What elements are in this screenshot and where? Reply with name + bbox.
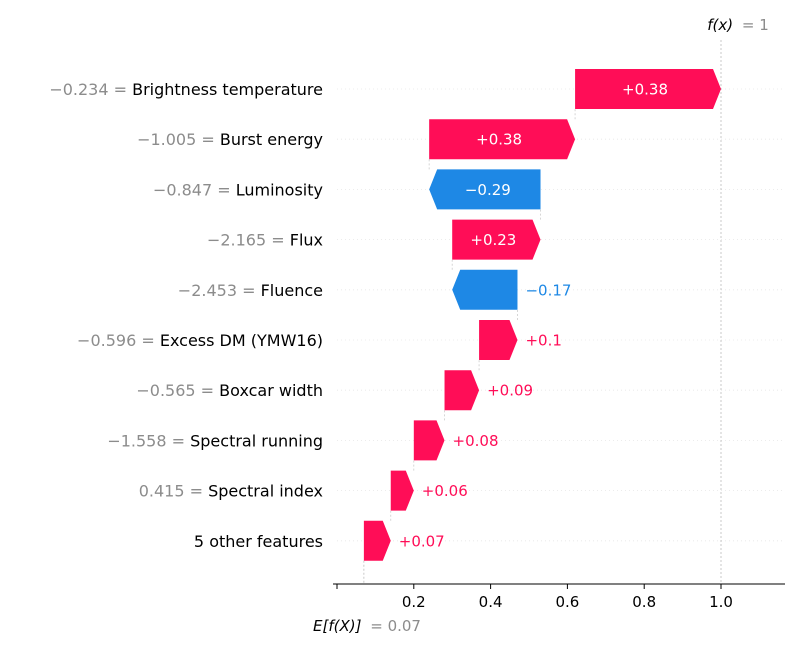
positive-bar <box>479 320 518 360</box>
feature-name: Excess DM (YMW16) <box>160 331 323 350</box>
bar-value-label: +0.1 <box>525 332 561 350</box>
feature-name: Flux <box>290 230 323 249</box>
feature-name: Spectral running <box>190 431 323 450</box>
bar-value-label: −0.29 <box>465 181 511 199</box>
feature-value: −0.847 = <box>153 180 236 199</box>
feature-value: −1.005 = <box>137 130 220 149</box>
output-label-text: f(x) <box>707 16 733 34</box>
feature-value: 0.415 = <box>139 481 208 500</box>
feature-label: −1.558 = Spectral running <box>107 431 323 450</box>
feature-value: −2.165 = <box>207 230 290 249</box>
feature-label: 0.415 = Spectral index <box>139 481 323 500</box>
feature-value: −0.234 = <box>49 80 132 99</box>
feature-name: Burst energy <box>220 130 323 149</box>
base-label-text: E[f(X)] <box>313 617 362 635</box>
feature-name: Boxcar width <box>219 381 323 400</box>
positive-bar <box>413 420 445 461</box>
output-value-text: 1 <box>759 16 769 34</box>
x-tick-label: 0.8 <box>632 593 656 611</box>
feature-value: −2.453 = <box>178 280 261 299</box>
negative-bar <box>429 169 541 210</box>
base-value-label: E[f(X)] = 0.07 <box>313 617 421 635</box>
positive-bar <box>390 470 414 511</box>
feature-labels: −0.234 = Brightness temperature −1.005 = … <box>49 80 323 551</box>
feature-label: 5 other features <box>194 531 323 550</box>
annotations: f(x) = 1 E[f(X)] = 0.07 <box>313 16 769 635</box>
feature-name: Luminosity <box>236 180 323 199</box>
base-value-text: 0.07 <box>388 617 421 635</box>
bar-value-label: +0.38 <box>622 81 668 99</box>
feature-label: −2.165 = Flux <box>207 230 323 249</box>
bar-value-label: +0.23 <box>470 231 516 249</box>
feature-value: −1.558 = <box>107 431 190 450</box>
feature-label: −0.847 = Luminosity <box>153 180 323 199</box>
bar-value-label: +0.08 <box>453 432 499 450</box>
x-tick-label: 0.2 <box>402 593 426 611</box>
feature-label: −0.565 = Boxcar width <box>136 381 323 400</box>
bar-value-label: +0.38 <box>476 131 522 149</box>
positive-bar <box>452 219 541 260</box>
feature-name: 5 other features <box>194 531 323 550</box>
x-tick-label: 1.0 <box>709 593 733 611</box>
bar-value-label: +0.09 <box>487 382 533 400</box>
negative-bar <box>452 269 518 310</box>
feature-value: −0.565 = <box>136 381 219 400</box>
feature-name: Spectral index <box>208 481 323 500</box>
x-tick-label: 0.4 <box>479 593 503 611</box>
positive-bar <box>575 69 721 109</box>
x-axis: 0.2 0.4 0.6 0.8 1.0 <box>333 583 785 611</box>
feature-name: Fluence <box>261 280 323 299</box>
output-value-label: f(x) = 1 <box>707 16 769 34</box>
feature-label: −0.596 = Excess DM (YMW16) <box>77 331 323 350</box>
feature-label: −2.453 = Fluence <box>178 280 323 299</box>
x-tick-label: 0.6 <box>555 593 579 611</box>
positive-bar <box>429 119 576 160</box>
bar-value-label: −0.17 <box>525 281 571 299</box>
contribution-bars: +0.38 +0.38 −0.29 +0.23 −0.17 +0.1 +0.09 +0.08 +… <box>363 69 721 561</box>
positive-bar <box>444 370 480 411</box>
feature-label: −0.234 = Brightness temperature <box>49 80 323 99</box>
positive-bar <box>363 520 391 561</box>
feature-name: Brightness temperature <box>132 80 323 99</box>
feature-label: −1.005 = Burst energy <box>137 130 323 149</box>
bar-guide-lines <box>363 40 722 584</box>
feature-value: −0.596 = <box>77 331 160 350</box>
bar-value-label: +0.07 <box>399 532 445 550</box>
bar-value-label: +0.06 <box>422 482 468 500</box>
